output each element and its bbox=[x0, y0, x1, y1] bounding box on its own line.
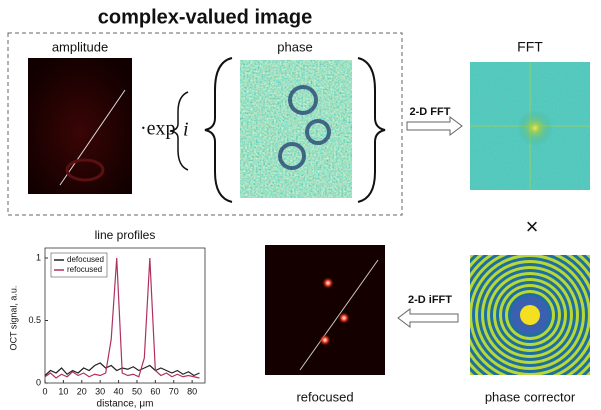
x-tick-label: 60 bbox=[150, 386, 160, 396]
y-tick-label: 1 bbox=[36, 252, 41, 262]
x-tick-label: 0 bbox=[42, 386, 47, 396]
y-axis-label: OCT signal, a.u. bbox=[8, 286, 18, 351]
amplitude-image bbox=[28, 58, 132, 194]
title: complex-valued image bbox=[98, 6, 313, 28]
x-tick-label: 80 bbox=[187, 386, 197, 396]
ifft-arrow-label: 2-D iFFT bbox=[408, 294, 452, 306]
x-tick-label: 50 bbox=[132, 386, 142, 396]
figure: complex-valued image amplitude ·exp i ph… bbox=[0, 0, 601, 410]
refocused-label: refocused bbox=[296, 389, 353, 404]
x-tick-label: 40 bbox=[114, 386, 124, 396]
fft-label: FFT bbox=[517, 39, 543, 55]
refocused-image bbox=[265, 245, 385, 375]
phase-corrector-label: phase corrector bbox=[485, 389, 576, 404]
imaginary-unit: i bbox=[183, 119, 189, 141]
legend-label: defocused bbox=[67, 255, 104, 264]
phase-image bbox=[240, 60, 352, 198]
ifft-arrow bbox=[398, 309, 458, 327]
x-tick-label: 30 bbox=[95, 386, 105, 396]
line-profiles-chart: line profiles OCT signal, a.u. distance,… bbox=[8, 228, 205, 409]
ring bbox=[526, 311, 534, 319]
x-axis-label: distance, μm bbox=[97, 399, 154, 410]
y-tick-label: 0.5 bbox=[28, 315, 41, 325]
fft-arrow bbox=[407, 117, 462, 135]
phase-label: phase bbox=[277, 39, 312, 54]
left-brace bbox=[205, 58, 232, 202]
exp-operator: ·exp bbox=[140, 118, 176, 140]
phase-corrector-image bbox=[445, 230, 601, 400]
fft-arrow-label: 2-D FFT bbox=[410, 106, 451, 118]
chart-title: line profiles bbox=[95, 228, 156, 242]
x-tick-label: 70 bbox=[169, 386, 179, 396]
x-tick-label: 10 bbox=[58, 386, 68, 396]
legend-label: refocused bbox=[67, 265, 102, 274]
x-tick-label: 20 bbox=[77, 386, 87, 396]
y-tick-label: 0 bbox=[36, 377, 41, 387]
amplitude-label: amplitude bbox=[52, 39, 108, 54]
right-brace bbox=[358, 58, 385, 202]
multiply-sign: × bbox=[526, 214, 539, 239]
fft-image bbox=[470, 62, 590, 190]
page: complex-valued image amplitude ·exp i ph… bbox=[0, 0, 601, 410]
